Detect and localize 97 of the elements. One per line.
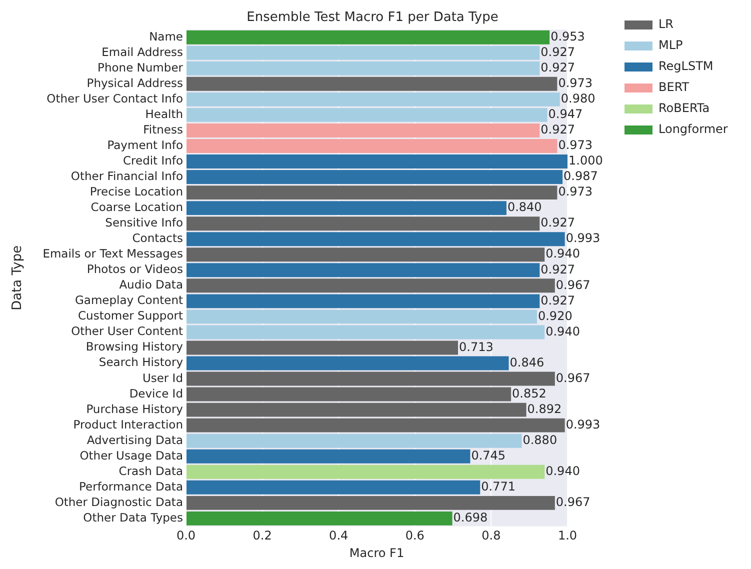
- y-tick-label: Advertising Data: [86, 432, 183, 447]
- y-tick-label: Customer Support: [78, 308, 184, 323]
- data-label: 0.846: [510, 355, 544, 370]
- bar: [186, 201, 506, 216]
- legend-label: Longformer: [658, 122, 728, 136]
- y-tick-label: Product Interaction: [73, 417, 183, 432]
- x-tick-label: 0.8: [482, 528, 501, 543]
- y-tick-label: Device Id: [129, 386, 183, 400]
- y-tick-label: Physical Address: [86, 76, 184, 90]
- y-tick-label: Contacts: [132, 231, 184, 246]
- data-label: 0.967: [556, 278, 590, 292]
- y-tick-label: Other User Content: [71, 324, 184, 338]
- data-label: 0.852: [512, 386, 546, 400]
- bar: [186, 511, 452, 526]
- y-tick-label: Browsing History: [86, 340, 184, 354]
- chart-title: Ensemble Test Macro F1 per Data Type: [246, 10, 498, 26]
- x-tick-label: 0.2: [252, 528, 272, 543]
- data-label: 0.940: [546, 246, 580, 261]
- y-tick-label: Search History: [98, 355, 184, 370]
- x-tick-label: 0.0: [176, 528, 196, 543]
- bar: [186, 216, 540, 231]
- y-tick-label: Other Data Types: [83, 510, 184, 524]
- data-label: 1.000: [568, 154, 603, 168]
- y-tick-label: Audio Data: [119, 278, 183, 292]
- legend-label: LR: [658, 17, 674, 32]
- data-label: 0.927: [540, 60, 576, 75]
- data-label: 0.698: [453, 510, 488, 525]
- y-axis-title: Data Type: [10, 245, 26, 310]
- y-tick-label: Other Financial Info: [70, 169, 183, 184]
- bar: [186, 186, 558, 200]
- data-label: 0.920: [538, 308, 572, 323]
- y-tick-label: Emails or Text Messages: [42, 246, 184, 261]
- y-tick-label: User Id: [142, 370, 183, 385]
- legend-label: RegLSTM: [658, 59, 714, 74]
- data-label: 0.987: [564, 169, 598, 184]
- y-tick-label: Precise Location: [90, 184, 183, 199]
- bar: [186, 248, 545, 262]
- data-label: 0.880: [522, 432, 558, 447]
- bar: [186, 278, 555, 293]
- data-label: 0.940: [546, 324, 580, 338]
- data-label: 0.927: [540, 262, 576, 276]
- data-label: 0.980: [560, 92, 596, 106]
- y-tick-label: Other User Contact Info: [46, 91, 183, 106]
- data-label: 0.993: [566, 417, 600, 432]
- data-label: 0.947: [548, 107, 583, 122]
- x-tick-label: 0.6: [405, 528, 424, 543]
- y-tick-label: Other Usage Data: [80, 448, 183, 462]
- bar: [186, 496, 555, 510]
- y-tick-label: Credit Info: [122, 153, 183, 168]
- data-label: 0.771: [481, 480, 516, 494]
- y-tick-label: Payment Info: [107, 138, 183, 152]
- y-tick-label: Performance Data: [79, 479, 183, 494]
- data-label: 0.840: [507, 200, 542, 214]
- data-label: 0.892: [527, 402, 562, 416]
- data-label: 0.927: [540, 216, 576, 230]
- y-tick-label: Gameplay Content: [75, 293, 184, 308]
- bar: [186, 30, 550, 44]
- y-tick-label: Phone Number: [98, 60, 184, 74]
- data-label: 0.993: [566, 231, 600, 246]
- data-label: 0.940: [546, 464, 580, 478]
- y-tick-label: Crash Data: [118, 464, 183, 478]
- bar: [186, 340, 458, 355]
- bar: [186, 434, 522, 448]
- bar: [186, 356, 509, 370]
- y-tick-label: Health: [145, 106, 183, 121]
- y-tick-label: Photos or Videos: [86, 262, 183, 276]
- data-label: 0.973: [558, 184, 593, 199]
- y-tick-label: Sensitive Info: [105, 216, 183, 230]
- bar: [186, 232, 565, 246]
- data-label: 0.953: [550, 29, 585, 44]
- y-tick-label: Email Address: [102, 44, 184, 59]
- x-tick-label: 0.4: [329, 528, 348, 543]
- data-label: 0.713: [459, 340, 494, 354]
- y-tick-label: Name: [149, 29, 183, 44]
- data-label: 0.967: [556, 370, 590, 385]
- y-tick-label: Coarse Location: [90, 200, 183, 214]
- bar: [186, 76, 558, 91]
- legend-label: RoBERTa: [658, 101, 710, 116]
- y-tick-label: Purchase History: [86, 402, 184, 416]
- data-label: 0.927: [540, 293, 576, 308]
- data-label: 0.973: [558, 76, 593, 90]
- data-label: 0.927: [540, 122, 576, 137]
- bar: [186, 294, 540, 308]
- legend-label: BERT: [658, 80, 690, 94]
- bar: [186, 464, 545, 479]
- y-tick-label: Other Diagnostic Data: [54, 494, 183, 509]
- data-label: 0.973: [558, 138, 593, 152]
- x-tick-label: 1.0: [558, 528, 578, 543]
- data-label: 0.745: [471, 448, 506, 462]
- x-axis-title: Macro F1: [349, 546, 404, 560]
- bar: [186, 449, 470, 464]
- data-label: 0.927: [540, 45, 576, 60]
- y-tick-label: Fitness: [143, 122, 183, 136]
- data-label: 0.967: [556, 495, 590, 510]
- bar: [186, 480, 480, 494]
- bar: [186, 263, 540, 278]
- legend-label: MLP: [658, 38, 683, 52]
